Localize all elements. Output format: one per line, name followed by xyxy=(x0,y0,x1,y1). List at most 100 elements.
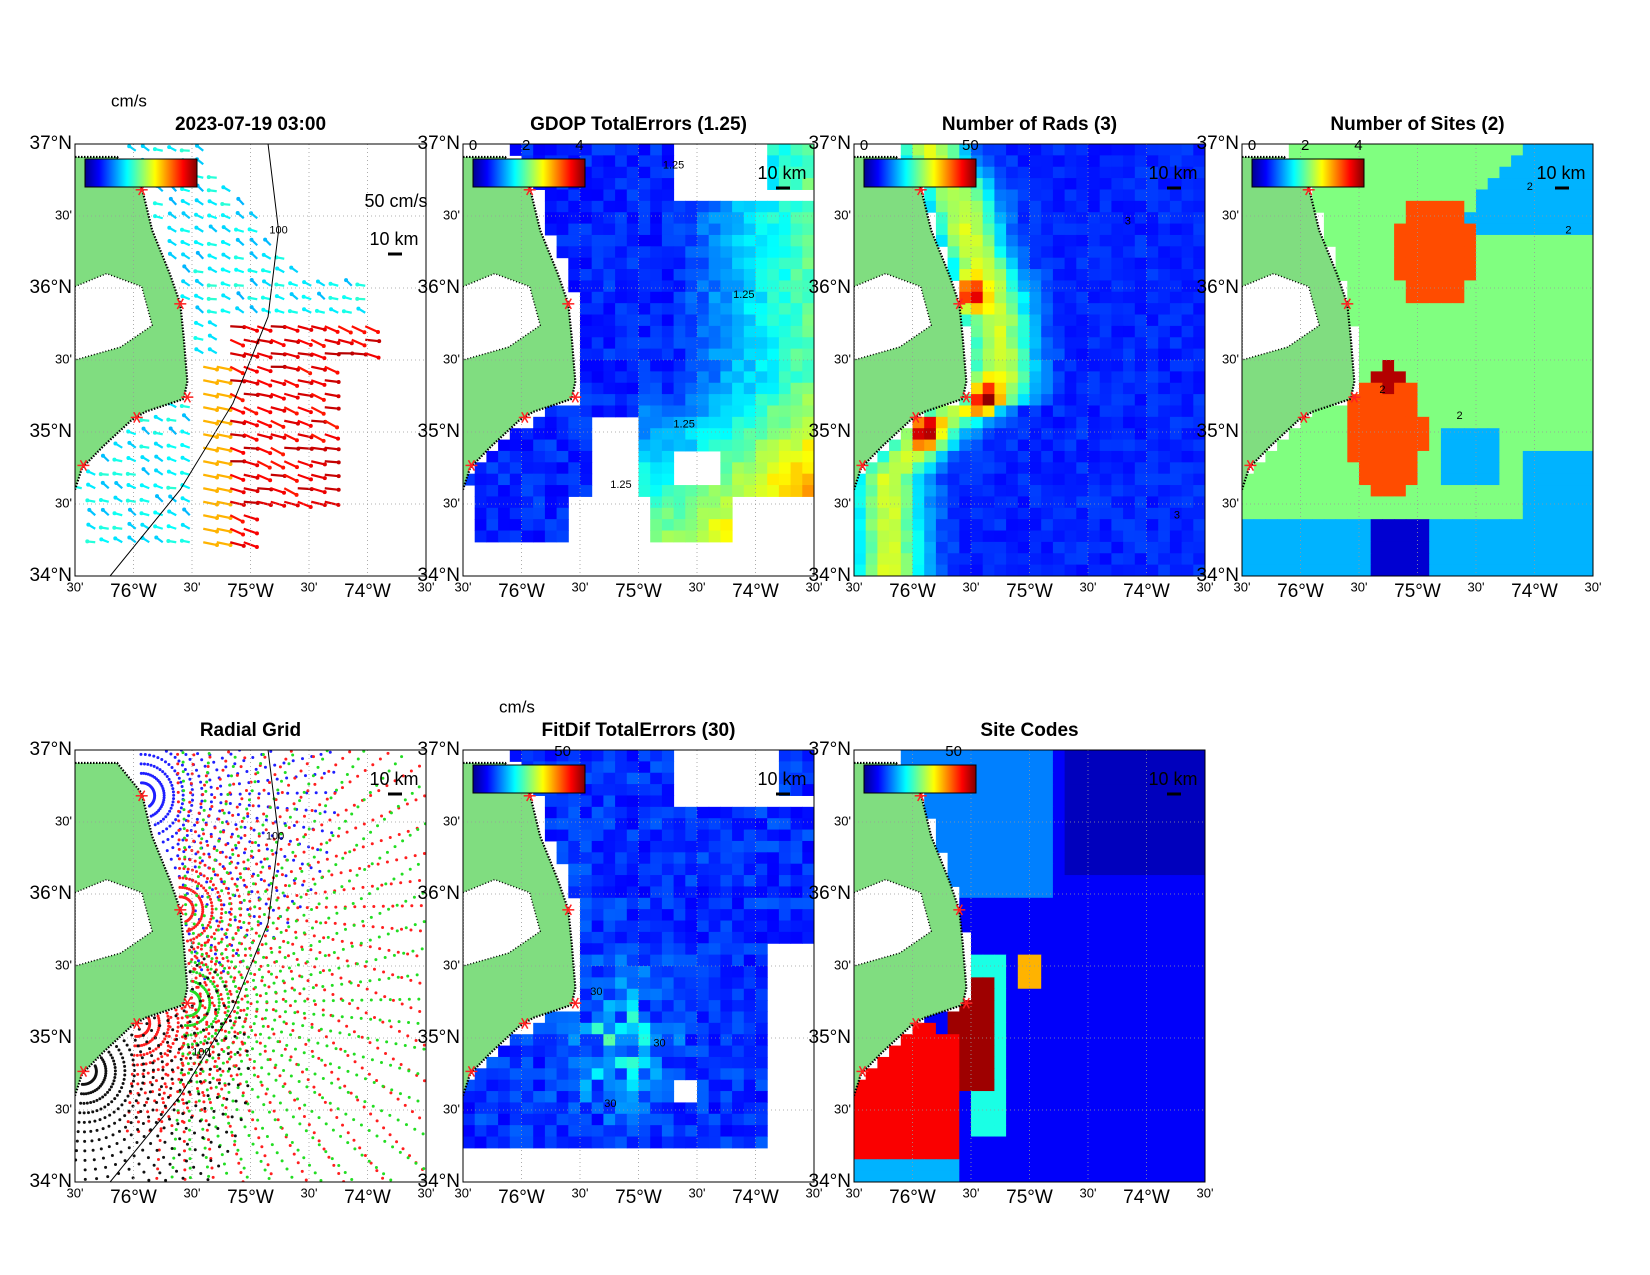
field-cell xyxy=(743,371,756,384)
radial-grid-point xyxy=(250,1047,254,1051)
field-cell xyxy=(708,371,721,384)
field-cell xyxy=(580,200,593,213)
field-cell xyxy=(994,200,1007,213)
field-cell xyxy=(1193,519,1205,532)
vector-head xyxy=(180,239,185,244)
field-cell xyxy=(1146,269,1159,281)
field-cell xyxy=(1017,200,1030,213)
current-vector xyxy=(297,487,312,491)
radial-grid-point xyxy=(418,878,422,882)
radial-grid-point xyxy=(226,1115,230,1119)
field-cell xyxy=(1076,485,1089,497)
field-cell xyxy=(1099,348,1112,361)
radial-grid-point xyxy=(289,1033,293,1037)
field-cell xyxy=(971,246,984,259)
field-cell xyxy=(591,269,604,281)
field-cell xyxy=(1382,496,1395,509)
field-cell xyxy=(732,337,745,350)
field-cell xyxy=(767,462,780,475)
field-cell xyxy=(1569,166,1582,179)
field-cell xyxy=(498,450,511,463)
field-cell xyxy=(1169,189,1183,202)
vector-head xyxy=(302,307,307,312)
radial-grid-point xyxy=(182,1130,186,1134)
field-cell xyxy=(947,257,960,270)
radial-grid-point xyxy=(239,1009,243,1013)
radial-grid-point xyxy=(162,793,166,797)
field-cell xyxy=(900,450,913,463)
current-vector xyxy=(203,365,218,371)
lat-label: 36°N xyxy=(1197,277,1239,298)
radial-grid-point xyxy=(289,1055,293,1059)
field-cell xyxy=(994,189,1007,202)
radial-grid-point xyxy=(408,1154,412,1158)
field-cell xyxy=(720,314,733,327)
field-cell xyxy=(732,234,745,247)
field-cell xyxy=(1181,496,1194,509)
field-cell xyxy=(1440,348,1454,361)
field-cell xyxy=(1476,519,1489,532)
field-cell xyxy=(1522,212,1535,225)
radial-grid-point xyxy=(332,811,336,815)
vector-head xyxy=(99,537,104,542)
field-cell xyxy=(1076,553,1089,566)
field-cell xyxy=(1487,462,1500,475)
field-cell xyxy=(1181,257,1194,270)
radial-grid-point xyxy=(194,903,198,907)
radial-grid-point xyxy=(269,946,273,950)
field-cell xyxy=(708,382,721,395)
field-cell xyxy=(650,234,663,247)
field-cell xyxy=(1522,348,1535,361)
field-cell xyxy=(638,416,651,429)
radial-grid-point xyxy=(199,1040,203,1044)
field-cell xyxy=(1169,178,1183,190)
radial-grid-point xyxy=(193,830,197,834)
field-cell xyxy=(1546,530,1559,543)
field-cell xyxy=(708,428,721,441)
vector-head xyxy=(355,296,360,301)
field-cell xyxy=(1511,371,1524,384)
field-cell xyxy=(498,439,511,452)
field-cell xyxy=(1181,485,1194,497)
radial-grid-point xyxy=(288,839,292,843)
field-cell xyxy=(1169,405,1183,418)
field-cell xyxy=(521,462,534,475)
radial-grid-point xyxy=(207,1138,211,1142)
field-cell xyxy=(1440,234,1454,247)
radial-grid-point xyxy=(330,873,334,877)
field-cell xyxy=(556,496,569,509)
field-cell xyxy=(603,303,616,316)
vector-head xyxy=(262,279,267,284)
field-cell xyxy=(626,360,639,372)
radial-grid-point xyxy=(240,1059,244,1063)
radial-grid-point xyxy=(191,762,195,766)
field-cell xyxy=(580,189,593,202)
field-cell xyxy=(1029,507,1042,520)
current-vector xyxy=(256,419,271,428)
vector-head xyxy=(274,282,279,287)
field-cell xyxy=(1088,246,1101,259)
radial-grid-point xyxy=(183,1024,187,1028)
radial-grid-point xyxy=(193,912,197,916)
current-vector xyxy=(229,473,244,481)
field-cell xyxy=(638,428,651,441)
vector-head xyxy=(336,474,341,479)
radial-grid-point xyxy=(204,774,208,778)
radial-grid-point xyxy=(190,1042,194,1046)
field-cell xyxy=(889,485,902,497)
vector-head xyxy=(180,522,185,527)
field-cell xyxy=(708,303,721,316)
field-cell xyxy=(1487,530,1500,543)
field-cell xyxy=(1581,416,1593,429)
field-cell xyxy=(1029,530,1042,543)
field-cell xyxy=(1052,382,1066,395)
field-cell xyxy=(697,496,710,509)
radial-grid-point xyxy=(166,837,170,841)
vector-head xyxy=(241,477,246,482)
radial-grid-point xyxy=(220,1087,224,1091)
radial-grid-point xyxy=(311,846,315,850)
field-cell xyxy=(1429,394,1442,406)
field-cell xyxy=(1006,564,1019,576)
field-cell xyxy=(1581,496,1593,509)
field-cell xyxy=(1557,485,1571,497)
